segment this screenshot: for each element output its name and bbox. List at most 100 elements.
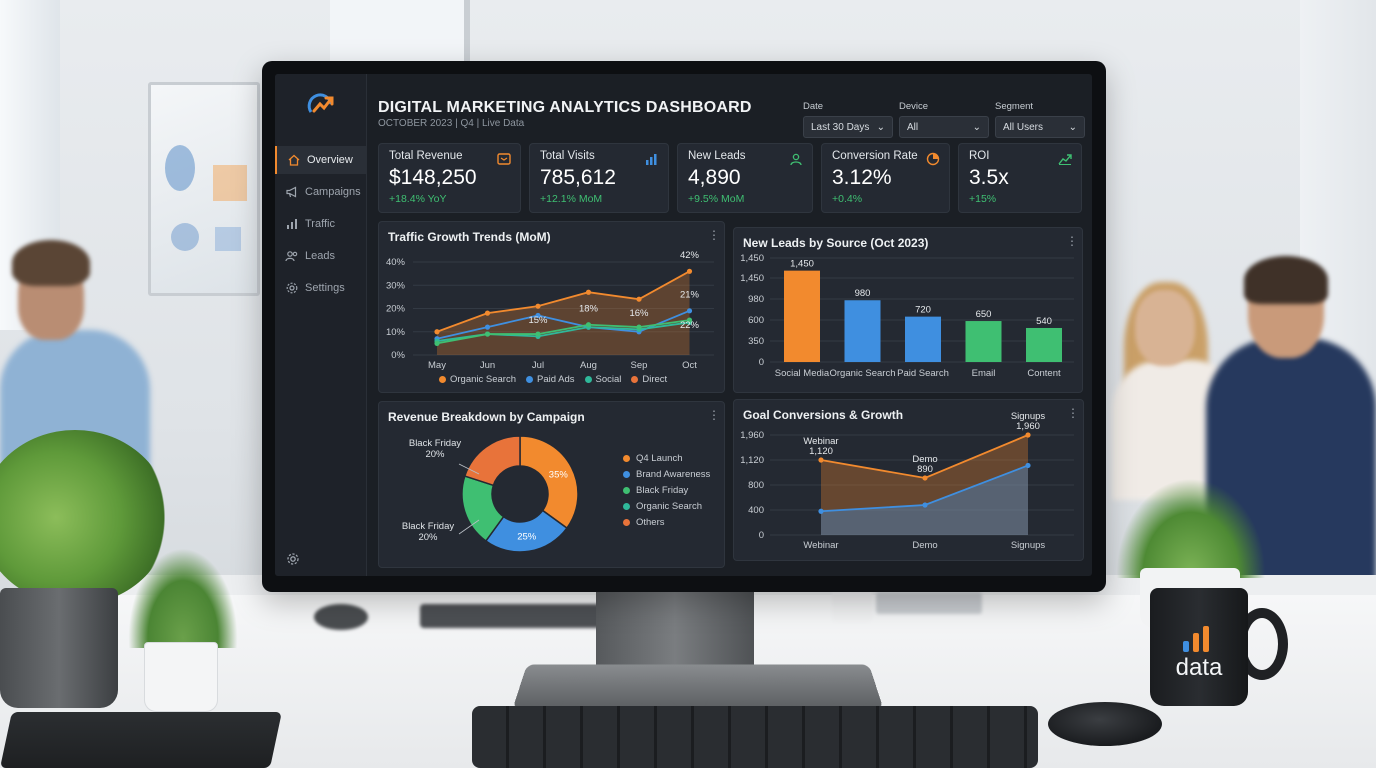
sidebar-item-campaigns[interactable]: Campaigns — [275, 178, 367, 206]
y-tick-label: 0% — [391, 350, 405, 361]
pie-icon — [926, 152, 940, 166]
y-tick-label: 800 — [748, 480, 764, 491]
callout-line — [458, 519, 480, 535]
y-tick-label: 1,960 — [740, 430, 764, 441]
legend-item: Q4 Launch — [623, 450, 710, 466]
y-tick-label: 0 — [759, 530, 764, 541]
small-plant-leaves — [128, 548, 238, 648]
x-tick-label: Demo — [912, 540, 937, 551]
mouse — [1048, 702, 1162, 746]
traffic-legend: Organic Search Paid Ads Social Direct — [439, 374, 667, 385]
background-keyboard — [420, 604, 620, 628]
x-tick-label: Aug — [580, 360, 597, 371]
background-device — [876, 592, 982, 614]
data-point — [818, 508, 824, 514]
revenue-breakdown-card: Revenue Breakdown by Campaign ⋮ 35% 25% Bl… — [378, 401, 725, 568]
legend-item: Black Friday — [623, 482, 710, 498]
office-window-top — [330, 0, 470, 66]
organic-search-area — [437, 271, 690, 355]
revenue-legend: Q4 Launch Brand Awareness Black Friday Orga… — [623, 450, 710, 530]
user-icon — [790, 153, 802, 166]
point-name-label: Demo — [912, 454, 937, 465]
area-series-1 — [821, 465, 1028, 535]
monitor-stand-base — [512, 664, 884, 710]
y-tick-label: 1,450 — [740, 273, 764, 284]
monitor: Overview Campaigns Traffic Leads Settings DI… — [262, 61, 1106, 592]
traffic-line-chart: 0% 10% 20% 30% 40% May Jun Jul Aug Sep Oct 42% 21% 22… — [386, 250, 714, 371]
data-point — [484, 310, 491, 316]
y-tick-label: 30% — [386, 280, 406, 291]
device-filter: Device All ⌄ — [899, 101, 989, 138]
sidebar-item-traffic[interactable]: Traffic — [275, 210, 367, 238]
mug-logo-icon — [1183, 626, 1209, 652]
home-icon — [287, 153, 301, 167]
data-label: 15% — [528, 315, 548, 326]
data-point — [922, 502, 928, 508]
sidebar-item-label: Campaigns — [305, 186, 361, 198]
series-line-direct — [436, 319, 690, 345]
date-select[interactable]: Last 30 Days ⌄ — [803, 116, 893, 138]
leads-by-source-card: New Leads by Source (Oct 2023) ⋮ 0 350 600… — [733, 227, 1083, 393]
segment-filter: Segment All Users ⌄ — [995, 101, 1085, 138]
sidebar-item-overview[interactable]: Overview — [275, 146, 367, 174]
main-content: DIGITAL MARKETING ANALYTICS DASHBOARD OC… — [367, 74, 1092, 576]
sidebar-item-leads[interactable]: Leads — [275, 242, 367, 270]
y-tick-label: 1,450 — [740, 253, 764, 264]
y-tick-label: 0 — [759, 357, 764, 368]
y-tick-label: 400 — [748, 505, 764, 516]
settings-gear-icon[interactable] — [286, 552, 300, 566]
point-name-label: Webinar — [803, 436, 838, 447]
device-filter-label: Device — [899, 101, 929, 112]
sidebar-item-settings[interactable]: Settings — [275, 274, 367, 302]
chevron-down-icon: ⌄ — [1068, 121, 1077, 133]
logo-icon — [307, 93, 334, 113]
point-name-label: Signups — [1011, 411, 1046, 422]
callout-value: 20% — [418, 532, 438, 543]
legend-item: Social — [584, 374, 621, 385]
kpi-roi[interactable]: ROI 3.5x +15% — [958, 143, 1082, 213]
bar-value-label: 650 — [976, 309, 992, 320]
x-tick-label: Social Media — [775, 368, 830, 379]
monitor-stand — [596, 586, 754, 670]
x-tick-label: May — [428, 360, 446, 371]
sidebar-item-label: Traffic — [305, 218, 335, 230]
leads-bar-chart: 0 350 600 980 1,450 1,450 1,450 Social Media 980… — [740, 253, 1074, 379]
kpi-total-revenue[interactable]: Total Revenue $148,250 +18.4% YoY — [378, 143, 521, 213]
callout-label: Black Friday — [402, 521, 455, 532]
kpi-total-visits[interactable]: Total Visits 785,612 +12.1% MoM — [529, 143, 669, 213]
gear-icon — [285, 281, 299, 295]
y-tick-label: 10% — [386, 327, 406, 338]
y-tick-label: 350 — [748, 336, 764, 347]
donut-slice-organic-search — [463, 435, 521, 487]
leads-chart-title: New Leads by Source (Oct 2023) — [743, 236, 929, 250]
plant-pot — [0, 588, 118, 708]
kpi-conversion-rate[interactable]: Conversion Rate 3.12% +0.4% — [821, 143, 950, 213]
bar-social-media — [784, 270, 820, 362]
data-point — [1025, 432, 1031, 438]
sidebar-item-label: Overview — [307, 154, 353, 166]
data-point — [1025, 462, 1031, 469]
y-tick-label: 980 — [748, 294, 764, 305]
data-point — [535, 312, 541, 319]
x-tick-label: Email — [972, 368, 996, 379]
right-plant-leaves — [1116, 478, 1266, 578]
slice-label: 35% — [549, 469, 569, 480]
traffic-growth-card: Traffic Growth Trends (MoM) ⋮ 0% 10% 20% 30… — [378, 221, 725, 393]
bar-value-label: 720 — [915, 305, 931, 316]
goal-conversions-card: Goal Conversions & Growth ⋮ 0 400 800 1,120… — [733, 399, 1084, 561]
kpi-new-leads[interactable]: New Leads 4,890 +9.5% MoM — [677, 143, 813, 213]
legend-item: Organic Search — [439, 374, 516, 385]
segment-select[interactable]: All Users ⌄ — [995, 116, 1085, 138]
point-value-label: 890 — [917, 464, 933, 475]
x-tick-label: Signups — [1011, 540, 1046, 551]
x-tick-label: Paid Search — [897, 368, 949, 379]
small-plant-pot — [144, 642, 218, 712]
notebook — [0, 712, 282, 768]
device-select[interactable]: All ⌄ — [899, 116, 989, 138]
data-point — [535, 331, 541, 337]
keyboard — [472, 706, 1038, 768]
x-tick-label: Sep — [631, 360, 648, 371]
revenue-chart-title: Revenue Breakdown by Campaign — [388, 410, 585, 424]
x-tick-label: Organic Search — [829, 368, 895, 379]
traffic-chart-title: Traffic Growth Trends (MoM) — [388, 230, 551, 244]
